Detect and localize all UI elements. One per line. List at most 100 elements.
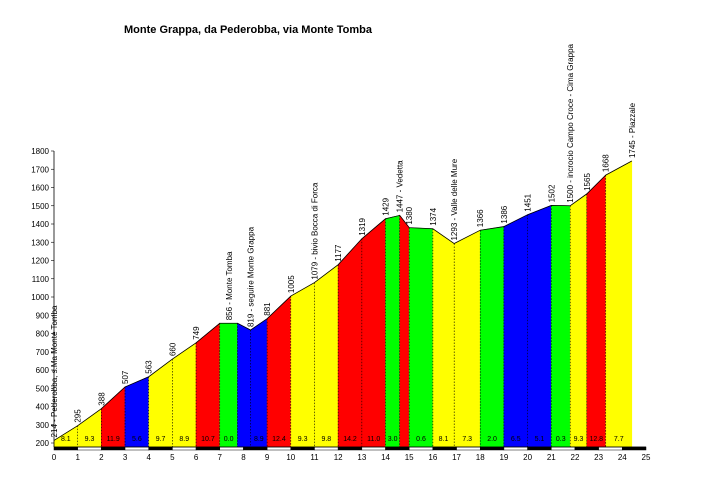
segment-8	[237, 322, 251, 448]
gradient-label: 0.0	[224, 436, 234, 443]
annotation-label: 1374	[429, 207, 438, 225]
x-tick-label: 25	[642, 453, 651, 462]
km-block-19	[503, 446, 528, 451]
gradient-label: 12.8	[589, 436, 603, 443]
x-tick-label: 21	[547, 453, 556, 462]
x-tick-label: 11	[310, 453, 319, 462]
x-tick-label: 20	[523, 453, 532, 462]
x-tick-label: 4	[146, 453, 151, 462]
gradient-label: 7.3	[462, 436, 472, 443]
gradient-label: 11.0	[367, 436, 380, 443]
x-tick-label: 6	[194, 453, 199, 462]
x-tick-label: 23	[594, 453, 603, 462]
segment-23	[550, 205, 571, 448]
segment-21	[503, 214, 528, 448]
gradient-labels: 8.1 9.3 11.9 5.6 9.7 8.9 10.7 0.0 8.9 12.4 9.3 9.8 1…	[61, 436, 624, 443]
x-tick-label: 22	[571, 453, 580, 462]
gradient-label: 8.9	[254, 436, 264, 443]
annotation-label: 1668	[602, 154, 611, 172]
gradient-label: 2.0	[487, 436, 497, 443]
km-block-2	[101, 446, 126, 451]
x-tick-label: 0	[52, 453, 57, 462]
y-tick-label: 1400	[31, 220, 49, 229]
km-block-14	[385, 446, 410, 451]
segment-15	[385, 215, 401, 448]
x-tick-label: 2	[99, 453, 104, 462]
gradient-label: 7.7	[614, 436, 624, 443]
segment-14	[361, 218, 386, 448]
y-tick-label: 1500	[31, 202, 49, 211]
segment-22	[527, 204, 552, 448]
segment-25	[586, 174, 607, 448]
y-tick-label: 500	[36, 384, 50, 393]
km-block-13	[361, 446, 386, 451]
annotation-label: 1079 - bivio Bocca di Forca	[310, 182, 319, 279]
annotation-label: 1319	[358, 217, 367, 235]
gradient-label: 14.2	[343, 436, 357, 443]
x-tick-label: 13	[357, 453, 366, 462]
annotation-label: 1447 - Vedetta	[396, 160, 405, 213]
annotation-label: 1429	[382, 197, 391, 215]
segment-17	[408, 227, 434, 448]
segment-10	[266, 295, 292, 448]
annotation-label: 1386	[500, 205, 509, 223]
gradient-label: 9.8	[321, 436, 331, 443]
y-tick-label: 300	[36, 421, 50, 430]
km-block-3	[124, 446, 149, 451]
segment-11	[290, 282, 315, 448]
annotation-label: 881	[263, 302, 272, 316]
annotation-label: 295	[74, 409, 83, 423]
elevation-annotations: 214 - Pederobba, s.Ma Monte Tomba 295 388 5…	[50, 43, 637, 437]
x-tick-label: 17	[452, 453, 461, 462]
y-tick-label: 700	[36, 348, 50, 357]
x-tick-label: 9	[265, 453, 270, 462]
segment-7	[219, 322, 238, 448]
annotation-label: 1500 - incrocio Campo Croce - Cima Grapp…	[566, 43, 575, 202]
y-tick-label: 1600	[31, 184, 49, 193]
segment-24	[569, 193, 588, 448]
km-block-8	[243, 446, 268, 451]
km-block-15	[408, 446, 434, 451]
km-block-17	[456, 446, 481, 451]
km-block-12	[337, 446, 363, 451]
y-tick-label: 1200	[31, 257, 49, 266]
segment-5	[172, 342, 197, 448]
annotation-label: 388	[97, 392, 106, 406]
annotation-label: 1380	[405, 206, 414, 224]
annotation-label: 856 - Monte Tomba	[225, 251, 234, 320]
gradient-label: 8.1	[61, 436, 71, 443]
profile-line	[53, 160, 632, 441]
gradient-label: 9.3	[85, 436, 95, 443]
y-tick-label: 1800	[31, 147, 49, 156]
gradient-label: 12.4	[272, 436, 286, 443]
segment-9	[250, 318, 268, 448]
annotation-label: 563	[145, 360, 154, 374]
y-tick-label: 400	[36, 403, 50, 412]
x-tick-label: 16	[428, 453, 437, 462]
gradient-label: 0.3	[556, 436, 566, 443]
y-tick-label: 800	[36, 330, 50, 339]
segment-18	[432, 228, 455, 448]
x-tick-label: 12	[334, 453, 343, 462]
gradient-label: 6.5	[511, 436, 521, 443]
annotation-label: 1745 - Piazzale	[628, 102, 637, 158]
x-tick-label: 19	[499, 453, 508, 462]
gradient-label: 0.6	[416, 436, 426, 443]
km-block-9	[266, 446, 292, 451]
km-block-21	[551, 446, 576, 451]
x-tick-label: 10	[286, 453, 295, 462]
x-tick-label: 1	[75, 453, 80, 462]
annotation-label: 1177	[334, 244, 343, 262]
x-tick-label: 18	[476, 453, 485, 462]
x-tick-label: 8	[241, 453, 246, 462]
km-dividers	[77, 175, 607, 447]
x-tick-label: 5	[170, 453, 175, 462]
y-tick-label: 1300	[31, 238, 49, 247]
gradient-label: 5.1	[535, 436, 545, 443]
annotation-label: 660	[168, 342, 177, 356]
km-scale-bar	[53, 446, 647, 451]
km-block-11	[314, 446, 339, 451]
segment-19	[453, 229, 481, 448]
km-block-1	[77, 446, 102, 451]
